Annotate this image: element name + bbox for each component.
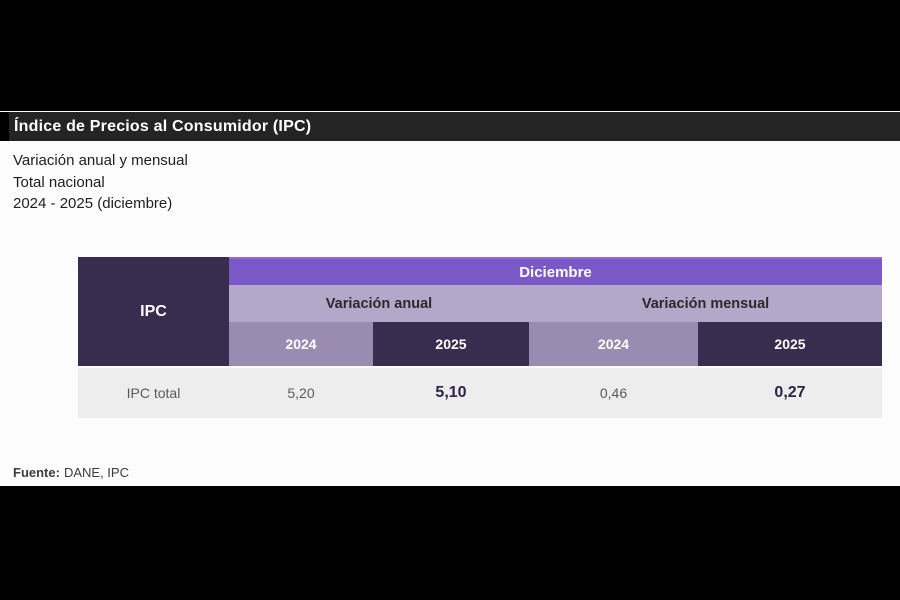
table-month-header: Diciembre — [229, 257, 882, 285]
source-label: Fuente: — [13, 465, 60, 480]
ipc-table: IPC Diciembre Variación anual Variación … — [78, 257, 882, 418]
table-value-mensual-2025: 0,27 — [698, 368, 882, 418]
table-year-header-anual-2024: 2024 — [229, 322, 373, 366]
table-year-header-mensual-2024: 2024 — [529, 322, 698, 366]
subtitle-line-variation: Variación anual y mensual — [13, 152, 188, 169]
source-value: DANE, IPC — [63, 465, 129, 480]
subtitle-line-coverage: Total nacional — [13, 173, 105, 191]
source-note: Fuente: DANE, IPC — [13, 465, 129, 480]
table-year-header-mensual-2025: 2025 — [698, 322, 882, 366]
table-group-header-anual: Variación anual — [229, 285, 529, 322]
table-corner-header: IPC — [78, 257, 229, 366]
table-year-header-anual-2025: 2025 — [373, 322, 529, 366]
table-value-anual-2024: 5,20 — [229, 368, 373, 418]
table-value-anual-2025: 5,10 — [373, 368, 529, 418]
table-group-header-mensual: Variación mensual — [529, 285, 882, 322]
table-value-mensual-2024: 0,46 — [529, 368, 698, 418]
table-row-label: IPC total — [78, 368, 229, 418]
page-title: Índice de Precios al Consumidor (IPC) — [0, 112, 900, 141]
subtitle-block: Variación anual y mensual Total nacional… — [13, 150, 188, 215]
subtitle-line-period: 2024 - 2025 (diciembre) — [13, 195, 173, 212]
